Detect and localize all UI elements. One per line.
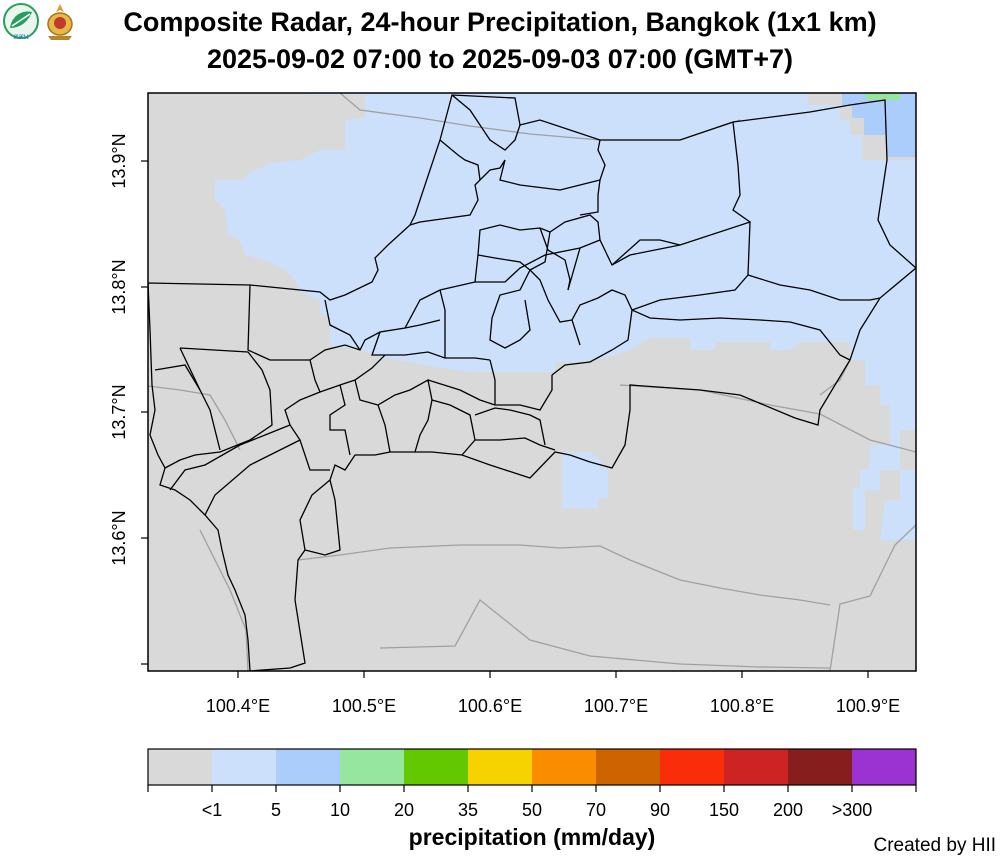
legend-label: 10 bbox=[330, 800, 350, 820]
x-axis: 100.4°E 100.5°E 100.6°E 100.7°E 100.8°E 100.9… bbox=[206, 671, 900, 716]
x-tick-label: 100.4°E bbox=[206, 696, 270, 716]
legend-label: 90 bbox=[650, 800, 670, 820]
legend-color-bin bbox=[660, 749, 725, 785]
x-tick-label: 100.5°E bbox=[332, 696, 396, 716]
legend-label: 50 bbox=[522, 800, 542, 820]
y-tick-label: 13.7°N bbox=[109, 384, 129, 439]
legend-label: 20 bbox=[394, 800, 414, 820]
credit-text: Created by HII bbox=[873, 835, 997, 856]
legend-color-bin bbox=[404, 749, 469, 785]
legend-label: 35 bbox=[458, 800, 478, 820]
legend-label: 5 bbox=[271, 800, 281, 820]
map-title: Composite Radar, 24-hour Precipitation, … bbox=[123, 7, 877, 37]
light-rain-patch-east bbox=[880, 470, 916, 540]
medium-rain-area bbox=[842, 93, 916, 157]
map-plot-area bbox=[148, 93, 916, 671]
precipitation-legend: <1 5 10 20 35 50 70 90 150 200 >300 bbox=[147, 748, 917, 820]
x-tick-label: 100.6°E bbox=[458, 696, 522, 716]
hii-leaf-logo-icon: สสน bbox=[3, 3, 39, 41]
x-tick-label: 100.8°E bbox=[710, 696, 774, 716]
legend-color-bin bbox=[596, 749, 661, 785]
x-tick-label: 100.7°E bbox=[584, 696, 648, 716]
legend-color-bin bbox=[532, 749, 597, 785]
legend-color-bin bbox=[148, 749, 213, 785]
legend-color-bin bbox=[852, 749, 917, 785]
light-rain-patch-south bbox=[562, 452, 608, 508]
legend-color-bin bbox=[340, 749, 405, 785]
legend-color-bin bbox=[724, 749, 789, 785]
legend-label: >300 bbox=[832, 800, 873, 820]
legend-label: 70 bbox=[586, 800, 606, 820]
royal-emblem-logo-icon bbox=[47, 4, 73, 40]
legend-color-bin bbox=[212, 749, 277, 785]
logo-text: สสน bbox=[13, 32, 29, 41]
legend-label: 150 bbox=[709, 800, 739, 820]
moderate-rain-cell bbox=[866, 93, 900, 100]
legend-color-bin bbox=[788, 749, 853, 785]
legend-label: 200 bbox=[773, 800, 803, 820]
map-frame bbox=[147, 92, 917, 672]
legend-title: precipitation (mm/day) bbox=[408, 824, 656, 850]
light-rain-area bbox=[215, 93, 916, 530]
y-tick-label: 13.9°N bbox=[109, 133, 129, 188]
legend-label: <1 bbox=[202, 800, 223, 820]
legend-color-bin bbox=[276, 749, 341, 785]
x-tick-label: 100.9°E bbox=[836, 696, 900, 716]
map-subtitle: 2025-09-02 07:00 to 2025-09-03 07:00 (GM… bbox=[206, 44, 794, 74]
y-axis: 13.9°N 13.8°N 13.7°N 13.6°N bbox=[109, 133, 148, 665]
district-boundaries bbox=[148, 94, 916, 671]
y-tick-label: 13.8°N bbox=[109, 259, 129, 314]
legend-color-bin bbox=[468, 749, 533, 785]
y-tick-label: 13.6°N bbox=[109, 510, 129, 565]
